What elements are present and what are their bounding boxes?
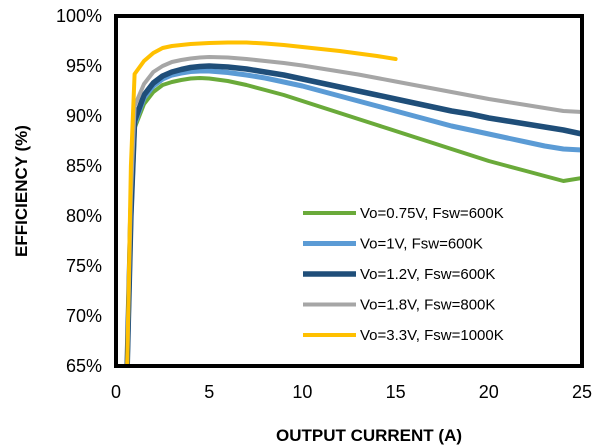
series-line-3 [124, 63, 582, 366]
legend-label-5: Vo=3.3V, Fsw=1000K [360, 327, 504, 344]
series-line-1 [125, 76, 582, 366]
plot-frame [114, 14, 584, 368]
x-axis-title: OUTPUT CURRENT (A) [276, 426, 462, 445]
x-tick-label: 20 [479, 382, 499, 402]
legend-label-2: Vo=1V, Fsw=600K [360, 236, 483, 253]
y-tick-label: 75% [66, 256, 102, 276]
y-axis-tick-labels: 65% 70% 75% 80% 85% 90% 95% 100% [56, 6, 102, 376]
y-tick-label: 90% [66, 106, 102, 126]
y-tick-label: 65% [66, 356, 102, 376]
series-line-4 [125, 55, 582, 366]
legend-label-4: Vo=1.8V, Fsw=800K [360, 297, 495, 314]
x-axis-tick-labels: 0 5 10 15 20 25 [111, 382, 592, 402]
legend-label-3: Vo=1.2V, Fsw=600K [360, 266, 495, 283]
x-tick-label: 0 [111, 382, 121, 402]
series-lines [124, 40, 582, 366]
y-axis-title: EFFICIENCY (%) [12, 125, 31, 257]
y-tick-label: 95% [66, 56, 102, 76]
y-tick-label: 80% [66, 206, 102, 226]
y-tick-label: 85% [66, 156, 102, 176]
y-tick-label: 70% [66, 306, 102, 326]
series-line-5 [125, 40, 398, 366]
legend: Vo=0.75V, Fsw=600K Vo=1V, Fsw=600K Vo=1.2V… [303, 205, 504, 344]
x-tick-label: 15 [386, 382, 406, 402]
x-tick-label: 25 [572, 382, 592, 402]
y-tick-label: 100% [56, 6, 102, 26]
x-tick-label: 5 [204, 382, 214, 402]
series-line-2 [124, 68, 582, 366]
x-tick-label: 10 [292, 382, 312, 402]
legend-label-1: Vo=0.75V, Fsw=600K [360, 205, 504, 222]
